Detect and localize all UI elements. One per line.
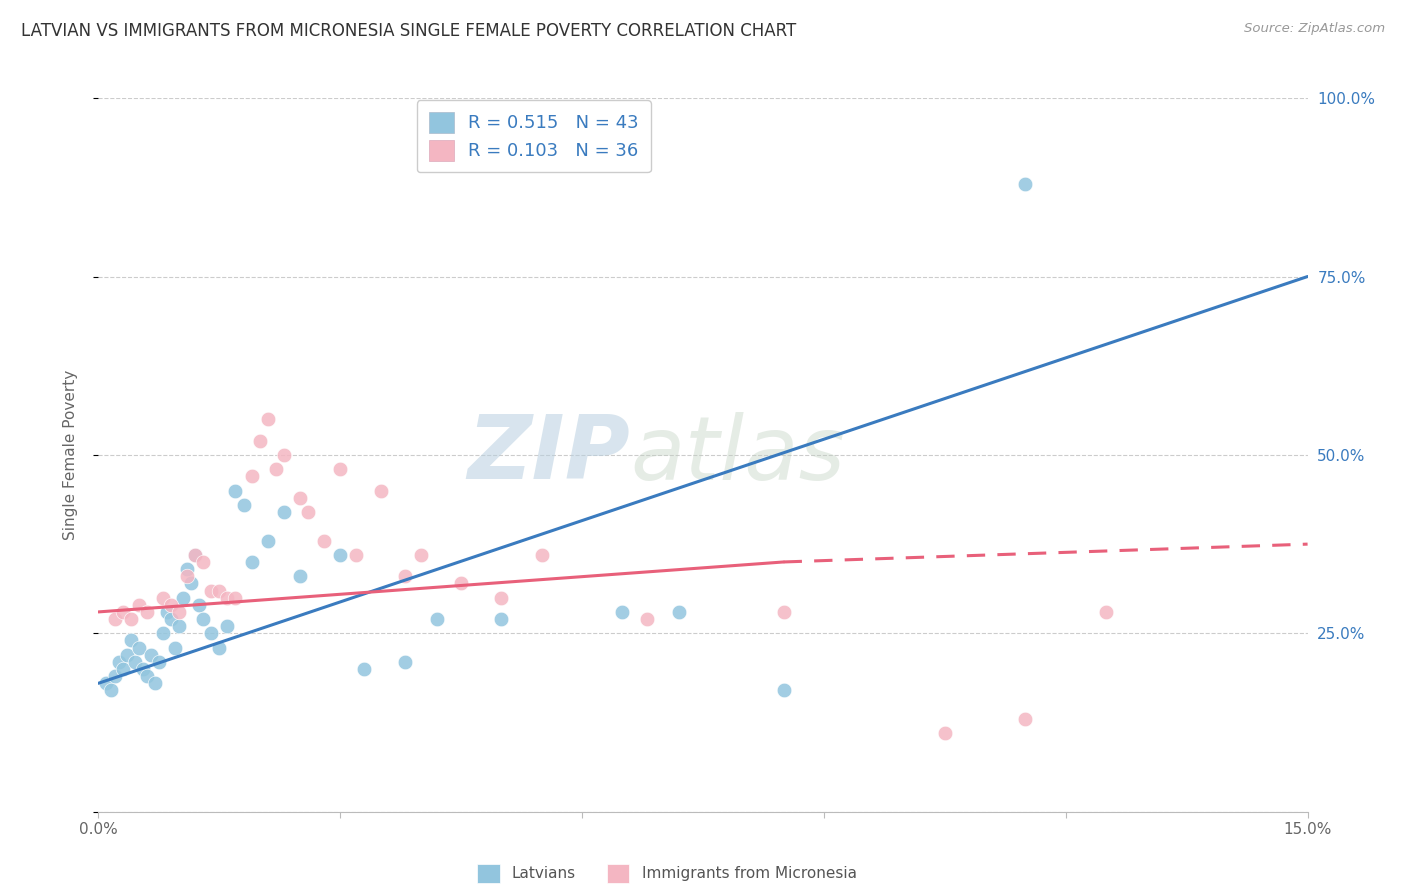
Point xyxy=(273,505,295,519)
Point xyxy=(297,505,319,519)
Point xyxy=(208,640,231,655)
Point xyxy=(176,562,198,576)
Point xyxy=(668,605,690,619)
Point xyxy=(329,462,352,476)
Point xyxy=(152,591,174,605)
Point xyxy=(128,598,150,612)
Point xyxy=(124,655,146,669)
Point xyxy=(224,483,246,498)
Point xyxy=(314,533,336,548)
Point xyxy=(120,612,142,626)
Point xyxy=(353,662,375,676)
Point xyxy=(450,576,472,591)
Point xyxy=(103,612,125,626)
Point xyxy=(240,555,263,569)
Point xyxy=(135,669,157,683)
Point xyxy=(115,648,138,662)
Point xyxy=(1014,712,1036,726)
Point xyxy=(148,655,170,669)
Point xyxy=(1095,605,1118,619)
Point xyxy=(217,619,239,633)
Point xyxy=(394,569,416,583)
Point xyxy=(264,462,287,476)
Point xyxy=(344,548,367,562)
Point xyxy=(152,626,174,640)
Point xyxy=(111,662,134,676)
Point xyxy=(200,626,222,640)
Point xyxy=(200,583,222,598)
Point xyxy=(288,569,311,583)
Point xyxy=(172,591,194,605)
Point xyxy=(163,640,186,655)
Point xyxy=(224,591,246,605)
Point xyxy=(232,498,254,512)
Point xyxy=(288,491,311,505)
Point xyxy=(167,605,190,619)
Point xyxy=(176,569,198,583)
Point xyxy=(1014,177,1036,191)
Point xyxy=(530,548,553,562)
Point xyxy=(184,548,207,562)
Point xyxy=(193,555,215,569)
Point xyxy=(256,412,278,426)
Point xyxy=(934,726,956,740)
Point xyxy=(329,548,352,562)
Point xyxy=(188,598,211,612)
Point xyxy=(491,612,513,626)
Point xyxy=(273,448,295,462)
Point xyxy=(240,469,263,483)
Point xyxy=(96,676,118,690)
Point xyxy=(612,605,634,619)
Point xyxy=(409,548,432,562)
Point xyxy=(160,598,183,612)
Point xyxy=(370,483,392,498)
Point xyxy=(193,612,215,626)
Text: LATVIAN VS IMMIGRANTS FROM MICRONESIA SINGLE FEMALE POVERTY CORRELATION CHART: LATVIAN VS IMMIGRANTS FROM MICRONESIA SI… xyxy=(21,22,796,40)
Point xyxy=(184,548,207,562)
Point xyxy=(100,683,122,698)
Point xyxy=(143,676,166,690)
Point xyxy=(426,612,449,626)
Point xyxy=(256,533,278,548)
Point xyxy=(107,655,129,669)
Y-axis label: Single Female Poverty: Single Female Poverty xyxy=(63,370,77,540)
Point xyxy=(394,655,416,669)
Point xyxy=(636,612,658,626)
Point xyxy=(167,619,190,633)
Text: Source: ZipAtlas.com: Source: ZipAtlas.com xyxy=(1244,22,1385,36)
Text: ZIP: ZIP xyxy=(468,411,630,499)
Point xyxy=(132,662,155,676)
Legend: Latvians, Immigrants from Micronesia: Latvians, Immigrants from Micronesia xyxy=(477,864,856,882)
Point xyxy=(491,591,513,605)
Point xyxy=(208,583,231,598)
Point xyxy=(772,605,794,619)
Point xyxy=(128,640,150,655)
Point xyxy=(249,434,271,448)
Point xyxy=(180,576,202,591)
Point xyxy=(103,669,125,683)
Point xyxy=(772,683,794,698)
Text: atlas: atlas xyxy=(630,412,845,498)
Point xyxy=(135,605,157,619)
Point xyxy=(156,605,179,619)
Point xyxy=(160,612,183,626)
Point xyxy=(217,591,239,605)
Point xyxy=(120,633,142,648)
Point xyxy=(139,648,162,662)
Point xyxy=(111,605,134,619)
